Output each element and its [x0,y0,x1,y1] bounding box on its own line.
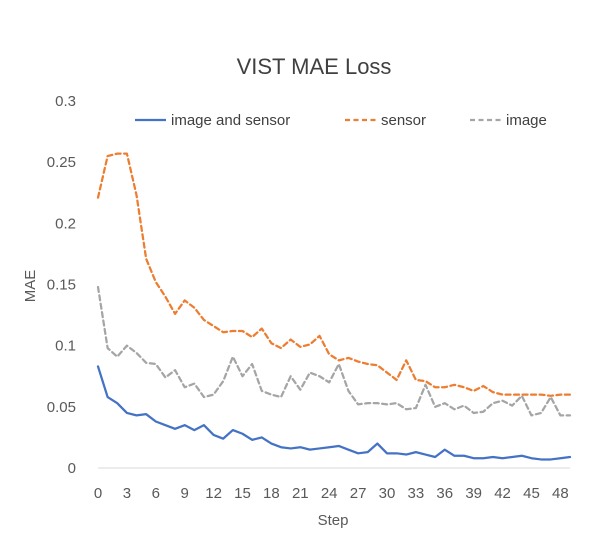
series-line-sensor [96,152,572,397]
x-tick-label: 39 [465,485,482,502]
x-tick-label: 48 [552,485,569,502]
y-tick-label: 0.25 [47,154,76,171]
legend-label: image and sensor [171,112,290,129]
x-tick-label: 3 [123,485,131,502]
y-tick-label: 0.15 [47,277,76,294]
x-tick-label: 24 [321,485,338,502]
x-tick-label: 18 [263,485,280,502]
x-tick-label: 33 [408,485,425,502]
y-tick-label: 0 [68,460,76,477]
x-tick-label: 9 [181,485,189,502]
x-tick-label: 42 [494,485,511,502]
y-axis-label: MAE [22,270,39,303]
y-tick-label: 0.3 [55,93,76,110]
legend-label: image [506,112,547,129]
x-tick-label: 15 [234,485,251,502]
series-line-image-and-sensor [96,365,572,461]
x-tick-label: 27 [350,485,367,502]
y-tick-label: 0.1 [55,338,76,355]
x-axis-label: Step [318,512,349,529]
x-tick-label: 0 [94,485,102,502]
x-tick-label: 45 [523,485,540,502]
chart-title: VIST MAE Loss [237,54,392,79]
y-tick-label: 0.2 [55,215,76,232]
x-tick-label: 36 [436,485,453,502]
x-tick-label: 30 [379,485,396,502]
legend-label: sensor [381,112,426,129]
series-line-image [96,285,572,417]
plot-area: 00.050.10.150.20.250.30 3 6 9 12 15 18 21 24 27 30… [47,93,572,502]
x-tick-label: 6 [152,485,160,502]
legend: image and sensor sensor image [135,112,547,129]
x-tick-label: 12 [205,485,222,502]
x-tick-label: 21 [292,485,309,502]
y-tick-label: 0.05 [47,399,76,416]
